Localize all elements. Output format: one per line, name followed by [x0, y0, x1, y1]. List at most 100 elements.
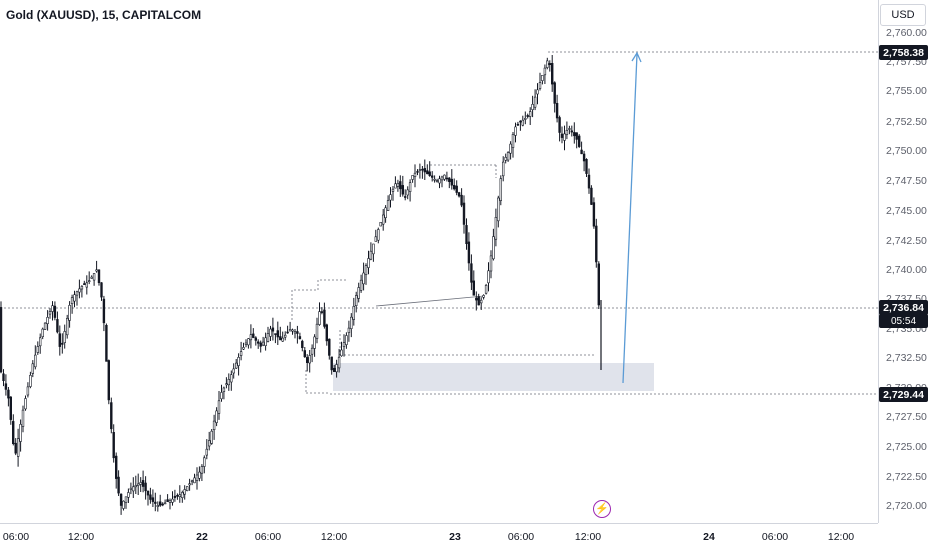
bull-candle	[482, 295, 485, 298]
bull-candle	[181, 492, 184, 498]
bear-candle	[462, 202, 466, 225]
bull-candle	[362, 272, 365, 285]
bull-candle	[489, 255, 493, 272]
bull-candle	[283, 334, 287, 338]
bull-candle	[354, 295, 358, 306]
price-scale[interactable]	[878, 0, 932, 523]
bull-candle	[73, 294, 76, 302]
bear-candle	[519, 120, 522, 123]
price-tick: 2,727.50	[886, 411, 927, 423]
bull-candle	[531, 104, 534, 111]
bull-candle	[293, 331, 297, 334]
bull-candle	[163, 502, 167, 505]
bear-candle	[553, 82, 556, 104]
bear-candle	[159, 501, 162, 506]
bull-candle	[391, 188, 395, 192]
bull-candle	[210, 430, 213, 444]
bull-candle	[340, 349, 343, 357]
bear-candle	[330, 356, 333, 371]
bear-candle	[403, 196, 407, 198]
bull-candle	[190, 480, 194, 483]
bear-candle	[144, 482, 147, 492]
bull-candle	[122, 500, 125, 509]
bear-candle	[2, 373, 5, 381]
time-tick: 12:00	[574, 531, 602, 543]
currency-selector[interactable]: USD	[880, 4, 926, 26]
bull-candle	[63, 331, 66, 343]
bull-candle	[506, 152, 510, 161]
bear-candle	[320, 311, 324, 313]
bear-candle	[328, 338, 331, 356]
bear-candle	[12, 421, 15, 444]
bear-candle	[475, 297, 478, 301]
bull-candle	[494, 217, 498, 240]
bear-candle	[276, 330, 279, 338]
price-tick: 2,720.00	[886, 500, 927, 512]
bear-candle	[252, 333, 255, 338]
bear-candle	[102, 298, 106, 324]
bull-candle	[364, 265, 368, 276]
current-price-tag: 2,736.84	[879, 300, 928, 315]
bull-candle	[36, 346, 40, 353]
bull-candle	[374, 236, 377, 242]
bear-candle	[146, 490, 150, 496]
price-tick: 2,750.00	[886, 145, 927, 157]
bull-candle	[85, 282, 89, 288]
time-scale[interactable]	[0, 523, 878, 551]
bear-candle	[4, 383, 8, 390]
bear-candle	[112, 431, 115, 459]
trend-line	[375, 295, 485, 307]
bull-candle	[501, 161, 505, 177]
bear-candle	[416, 171, 419, 173]
lightning-icon[interactable]: ⚡	[593, 500, 611, 518]
bear-candle	[430, 175, 434, 178]
bear-candle	[585, 159, 588, 174]
bull-candle	[350, 316, 353, 330]
bear-candle	[14, 442, 17, 454]
bear-candle	[286, 331, 289, 334]
bear-candle	[582, 153, 586, 162]
bear-candle	[452, 185, 456, 190]
bear-candle	[465, 225, 468, 244]
bear-candle	[303, 350, 306, 358]
bull-candle	[134, 484, 137, 488]
bull-candle	[78, 288, 81, 293]
bear-candle	[117, 476, 120, 494]
bear-candle	[477, 296, 480, 306]
bull-candle	[367, 258, 370, 268]
bear-candle	[53, 305, 57, 318]
bull-candle	[232, 368, 235, 374]
bull-candle	[137, 483, 140, 486]
bull-candle	[411, 175, 414, 180]
bull-candle	[492, 236, 495, 260]
bull-candle	[546, 60, 549, 68]
chart-pane[interactable]	[0, 0, 878, 523]
time-tick: 06:00	[2, 531, 30, 543]
symbol-title[interactable]: Gold (XAUUSD), 15, CAPITALCOM	[6, 8, 202, 22]
bear-candle	[151, 497, 155, 502]
bear-candle	[575, 132, 578, 140]
bull-candle	[16, 438, 20, 457]
bear-candle	[455, 185, 458, 193]
bull-candle	[242, 347, 245, 350]
bull-candle	[188, 483, 191, 486]
bear-candle	[421, 168, 424, 171]
bull-candle	[536, 89, 539, 95]
bull-candle	[88, 280, 91, 283]
price-chart[interactable]	[0, 0, 878, 523]
bull-candle	[225, 383, 228, 386]
bull-candle	[198, 471, 201, 479]
bull-candle	[266, 333, 270, 342]
bull-candle	[318, 311, 321, 325]
time-tick: 06:00	[507, 531, 535, 543]
bull-candle	[479, 299, 483, 304]
bull-candle	[80, 286, 84, 290]
time-tick: 12:00	[827, 531, 855, 543]
bar-countdown: 05:54	[879, 314, 928, 328]
bull-candle	[208, 440, 211, 447]
high-price-tag: 2,758.38	[879, 45, 928, 60]
bear-candle	[555, 103, 559, 119]
bull-candle	[31, 363, 34, 374]
bear-candle	[259, 342, 262, 347]
bear-candle	[595, 225, 598, 263]
